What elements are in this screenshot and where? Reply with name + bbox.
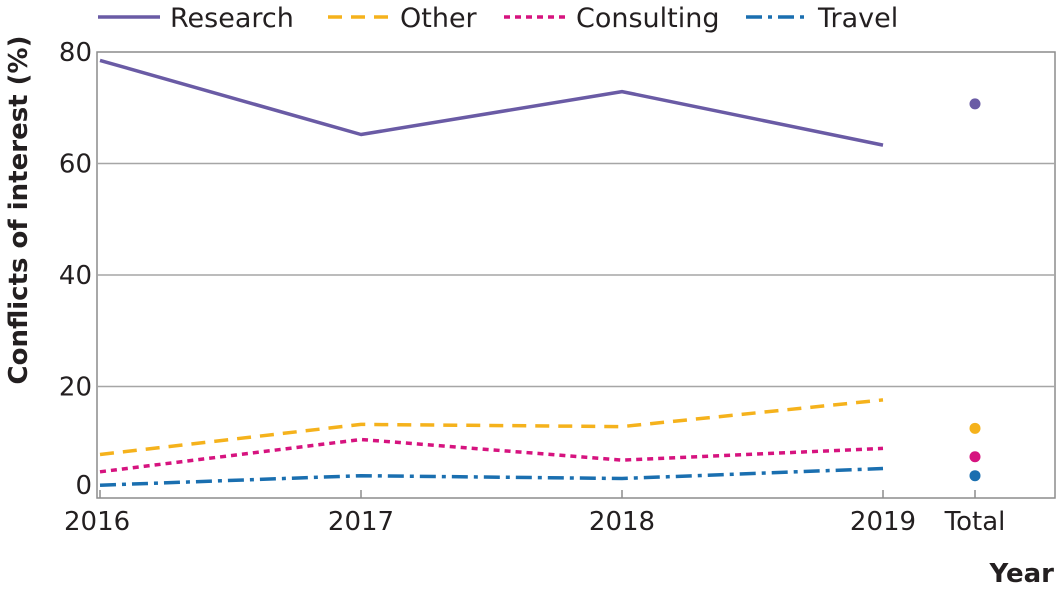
x-tick-label: 2016	[64, 507, 130, 537]
legend-label-other: Other	[400, 3, 478, 34]
x-tick-labels: 2016 2017 2018 2019 Total	[64, 490, 1005, 537]
y-tick-label: 60	[59, 150, 92, 180]
total-points	[969, 98, 981, 482]
x-tick-label: 2019	[850, 507, 916, 537]
legend: Research Other Consulting Travel	[98, 3, 898, 34]
total-point-other	[969, 422, 981, 434]
legend-label-travel: Travel	[817, 3, 898, 34]
y-tick-labels: 0 20 40 60 80	[59, 38, 92, 501]
x-tick-label: 2017	[328, 507, 394, 537]
series-line-other	[99, 398, 884, 457]
total-point-research	[969, 98, 981, 110]
y-tick-label: 20	[59, 373, 92, 403]
x-axis-label: Year	[989, 559, 1055, 589]
legend-label-research: Research	[170, 3, 294, 34]
x-tick-label: 2018	[589, 507, 655, 537]
series-line-consulting	[99, 437, 884, 474]
series-line-travel	[99, 466, 884, 487]
gridlines	[97, 162, 1055, 388]
y-tick-label: 40	[59, 261, 92, 291]
total-point-travel	[969, 470, 981, 482]
y-tick-label: 80	[59, 38, 92, 68]
x-tick-label: Total	[944, 507, 1006, 537]
legend-label-consulting: Consulting	[576, 3, 720, 34]
y-tick-label: 0	[75, 471, 92, 501]
series-lines	[99, 58, 884, 487]
series-line-research	[99, 58, 884, 147]
y-axis-label: Conflicts of interest (%)	[4, 36, 34, 385]
total-point-consulting	[969, 451, 981, 463]
